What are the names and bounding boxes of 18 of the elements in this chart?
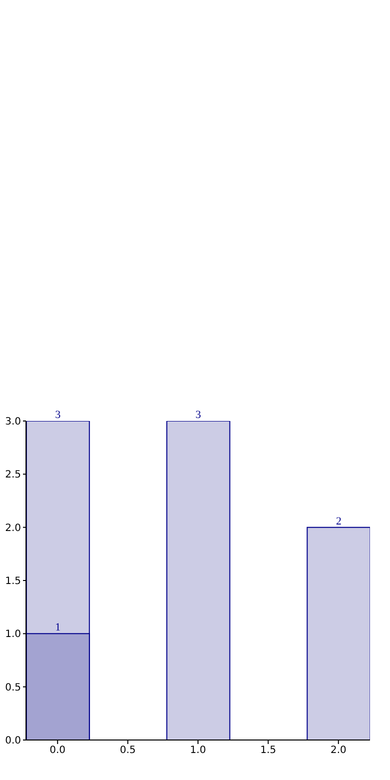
data-label: 3: [196, 409, 202, 421]
y-tick-label: 3.0: [5, 416, 21, 428]
y-tick-label: 2.0: [5, 522, 21, 534]
x-tick-label: 2.0: [330, 745, 346, 756]
x-tick-label: 1.5: [260, 745, 276, 756]
y-tick-label: 1.5: [5, 576, 21, 588]
bar: [306, 526, 370, 740]
x-tick-label: 1.0: [190, 745, 206, 756]
data-label: 1: [55, 622, 61, 634]
bar: [166, 421, 230, 740]
y-tick-label: 1.0: [5, 629, 21, 640]
data-label: 3: [55, 409, 62, 421]
y-tick-label: 0.0: [5, 736, 21, 747]
y-tick-label: 0.5: [5, 682, 21, 694]
x-tick-label: 0.5: [120, 745, 136, 756]
x-tick-label: 0.0: [50, 745, 66, 756]
y-tick-label: 2.5: [5, 470, 21, 481]
data-label: 2: [336, 515, 342, 528]
